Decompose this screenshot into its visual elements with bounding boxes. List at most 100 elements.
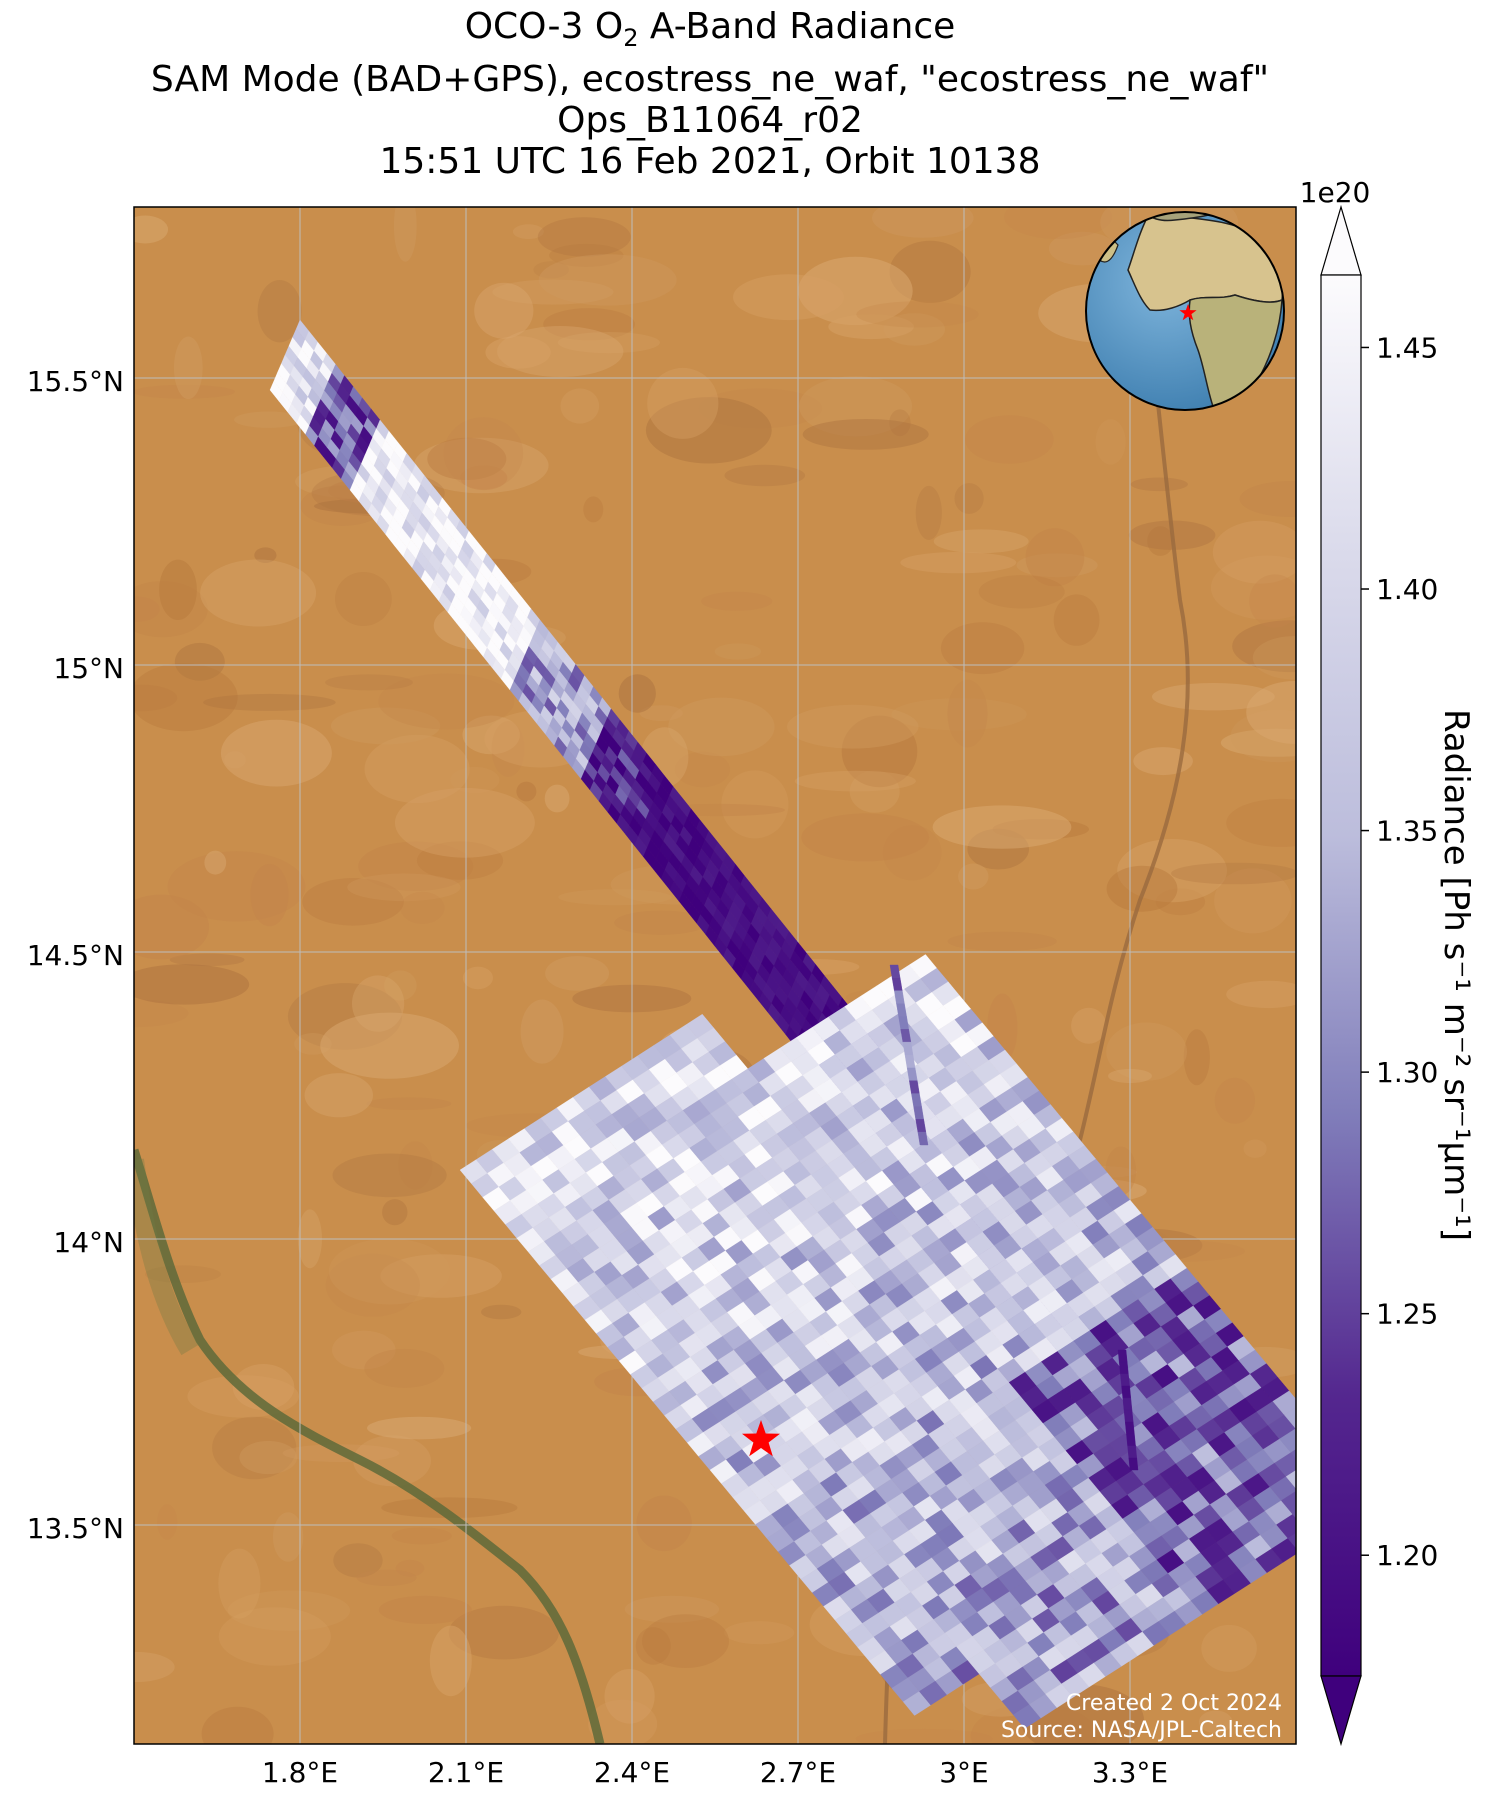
target-star: [742, 1420, 780, 1457]
globe-outline: [1085, 211, 1285, 411]
terrain-patch: [353, 1435, 431, 1487]
sounding-footprint: [1127, 1445, 1138, 1459]
colorbar-tick-label: 1.30: [1376, 1056, 1438, 1089]
terrain-patch: [1201, 1624, 1257, 1672]
terrain-patch: [947, 931, 1057, 951]
colorbar-extend-max: [1320, 204, 1362, 276]
terrain-patch: [167, 851, 306, 922]
title-line-4: 15:51 UTC 16 Feb 2021, Orbit 10138: [379, 141, 1041, 183]
terrain-patch: [134, 999, 189, 1028]
terrain-patch: [1171, 862, 1296, 885]
y-tick: 15°N: [53, 652, 124, 685]
terrain-patch: [828, 314, 914, 340]
terrain-patch: [333, 1543, 383, 1578]
plot-title: OCO-3 O2 A-Band Radiance SAM Mode (BAD+G…: [0, 6, 1420, 182]
sounding-footprint: [1124, 1421, 1135, 1435]
terrain-patch: [794, 770, 916, 792]
terrain-patch: [462, 715, 520, 755]
colorbar-extend-min: [1320, 1675, 1362, 1747]
terrain-patch: [173, 336, 203, 400]
terrain-patch: [204, 850, 227, 875]
terrain-patch: [218, 1548, 261, 1619]
terrain-patch: [855, 1728, 993, 1744]
terrain-patch: [134, 596, 160, 622]
terrain-patch: [1048, 231, 1117, 266]
terrain-patch: [159, 559, 197, 620]
terrain-patch: [416, 841, 504, 880]
terrain-patch: [614, 910, 708, 935]
terrain-patch: [332, 1153, 447, 1198]
terrain-patch: [882, 825, 942, 881]
sounding-footprint: [1284, 1407, 1296, 1429]
terrain-patch: [234, 411, 304, 428]
sounding-footprint: [1122, 1397, 1133, 1411]
terrain-patch: [220, 719, 332, 787]
terrain-patch: [801, 813, 930, 862]
terrain-patch: [538, 254, 677, 306]
terrain-patch: [218, 1607, 331, 1666]
terrain-patch: [134, 894, 210, 960]
terrain-patch: [257, 280, 302, 343]
terrain-patch: [134, 1651, 175, 1683]
terrain-patch: [330, 707, 441, 745]
terrain-patch: [364, 734, 470, 804]
terrain-patch: [799, 376, 913, 437]
terrain-patch: [366, 1097, 452, 1110]
terrain-patch: [367, 1416, 472, 1440]
x-tick: 2.7°E: [760, 1756, 836, 1789]
terrain-patch: [883, 313, 945, 346]
terrain-patch: [201, 1706, 274, 1744]
sounding-footprint: [1126, 1433, 1136, 1447]
terrain-patch: [384, 970, 417, 1001]
terrain-patch: [1004, 207, 1113, 239]
terrain-patch: [636, 1495, 692, 1552]
terrain-patch: [1106, 865, 1178, 912]
terrain-patch: [250, 863, 289, 927]
terrain-patch: [443, 417, 524, 490]
title-line-1: OCO-3 O2 A-Band Radiance: [464, 6, 956, 53]
terrain-patch: [382, 1199, 408, 1226]
terrain-patch: [733, 274, 844, 321]
terrain-patch: [698, 388, 823, 429]
terrain-patch: [491, 721, 525, 777]
terrain-patch: [841, 715, 918, 788]
terrain-patch: [212, 1416, 297, 1480]
terrain-patch: [1095, 419, 1126, 465]
terrain-patch: [474, 282, 534, 339]
sounding-footprint: [1121, 1385, 1132, 1399]
terrain-patch: [272, 1512, 304, 1562]
terrain-patch: [1226, 798, 1296, 847]
terrain-patch: [635, 1627, 671, 1665]
terrain-patch: [1243, 1139, 1267, 1158]
terrain-patch: [1252, 636, 1296, 680]
terrain-patch: [134, 215, 169, 244]
terrain-patch: [394, 787, 535, 858]
terrain-patch: [549, 243, 624, 267]
terrain-patch: [1147, 526, 1174, 556]
map-area: Created 2 Oct 2024 Source: NASA/JPL-Calt…: [134, 207, 1296, 1744]
terrain-patch: [1152, 683, 1275, 711]
terrain-patch: [492, 279, 614, 305]
sounding-footprint: [1292, 1511, 1296, 1519]
sounding-footprint: [1276, 1514, 1296, 1539]
terrain-patch: [325, 674, 413, 691]
terrain-patch: [958, 863, 989, 890]
terrain-patch: [701, 591, 773, 611]
colorbar-label: Radiance [Ph s⁻¹ m⁻² sr⁻¹μm⁻¹]: [1436, 709, 1476, 1241]
terrain-patch: [325, 1253, 420, 1317]
terrain-patch: [802, 419, 929, 450]
y-tick: 14.5°N: [27, 939, 124, 972]
terrain-patch: [1212, 520, 1296, 584]
terrain-patch: [169, 953, 245, 967]
sounding-footprint: [1120, 1373, 1130, 1387]
title-line-3: Ops_B11064_r02: [557, 100, 863, 142]
terrain-patch: [512, 224, 544, 240]
sounding-footprint: [1290, 1449, 1296, 1460]
terrain-patch: [302, 878, 404, 926]
terrain-patch: [856, 301, 979, 328]
terrain-patch: [520, 999, 564, 1064]
terrain-patch: [462, 966, 493, 990]
terrain-patch: [1232, 620, 1296, 673]
sounding-footprint: [1128, 1457, 1139, 1471]
terrain-patch: [642, 1614, 729, 1668]
